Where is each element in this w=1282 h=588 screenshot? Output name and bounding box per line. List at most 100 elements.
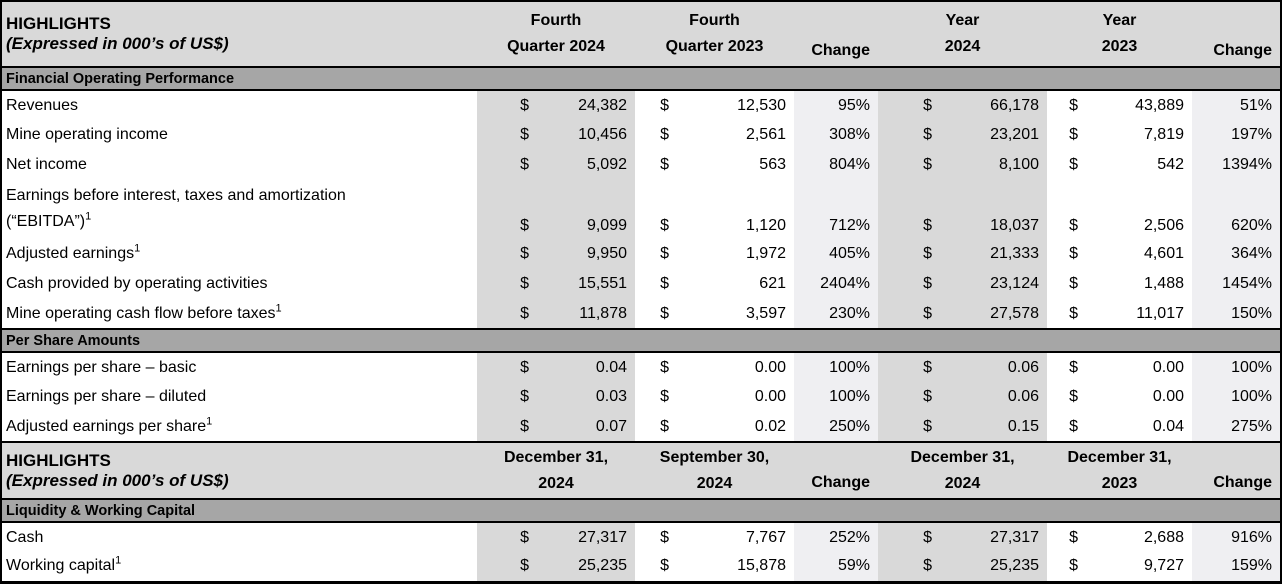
dollar-sign: $ xyxy=(477,552,543,582)
value-cell: 12,530 xyxy=(683,90,794,120)
dollar-sign: $ xyxy=(635,239,683,269)
value-cell: 23,124 xyxy=(946,269,1047,299)
dollar-sign: $ xyxy=(1047,522,1092,552)
column-header: Fourth Quarter 2023 xyxy=(635,1,794,68)
value-cell: 43,889 xyxy=(1092,90,1192,120)
dollar-sign: $ xyxy=(477,412,543,442)
column-header-line: Fourth xyxy=(689,12,740,29)
table-row: Net income $5,092 $563 804% $8,100 $542 1394% xyxy=(1,150,1281,180)
dollar-sign: $ xyxy=(878,552,946,582)
change-cell: 51% xyxy=(1192,90,1281,120)
value-cell: 3,597 xyxy=(683,299,794,329)
column-header-line: 2024 xyxy=(944,474,981,492)
column-header-line: 2024 xyxy=(944,38,981,55)
table2-header-row: HIGHLIGHTS (Expressed in 000’s of US$) Dec… xyxy=(1,441,1281,500)
value-cell: 9,727 xyxy=(1092,552,1192,582)
change-cell: 230% xyxy=(794,299,878,329)
dollar-sign: $ xyxy=(477,150,543,180)
dollar-sign: $ xyxy=(1047,552,1092,582)
change-cell: 1454% xyxy=(1192,269,1281,299)
value-cell: 0.06 xyxy=(946,352,1047,382)
column-header: Year 2024 xyxy=(878,1,1047,68)
row-label: Adjusted earnings1 xyxy=(6,242,141,262)
row-label: Earnings before interest, taxes and amor… xyxy=(1,180,477,239)
change-cell: 250% xyxy=(794,412,878,442)
dollar-sign: $ xyxy=(878,382,946,412)
dollar-sign: $ xyxy=(1047,180,1092,239)
dollar-sign: $ xyxy=(635,269,683,299)
change-cell: 95% xyxy=(794,90,878,120)
value-cell: 27,317 xyxy=(543,522,635,552)
change-cell: 275% xyxy=(1192,412,1281,442)
change-cell: 2404% xyxy=(794,269,878,299)
table-title-line2: (Expressed in 000’s of US$) xyxy=(6,34,229,53)
change-cell: 100% xyxy=(794,382,878,412)
dollar-sign: $ xyxy=(635,522,683,552)
change-cell: 308% xyxy=(794,120,878,150)
dollar-sign: $ xyxy=(1047,269,1092,299)
dollar-sign: $ xyxy=(635,382,683,412)
column-header-line: December 31, xyxy=(910,448,1015,466)
dollar-sign: $ xyxy=(477,180,543,239)
value-cell: 25,235 xyxy=(946,552,1047,582)
column-header-line: Quarter 2024 xyxy=(507,38,605,55)
table1-header-row: HIGHLIGHTS (Expressed in 000’s of US$) Fou… xyxy=(1,1,1281,68)
dollar-sign: $ xyxy=(477,522,543,552)
value-cell: 24,382 xyxy=(543,90,635,120)
row-label: Earnings per share – diluted xyxy=(6,388,207,405)
change-cell: 712% xyxy=(794,180,878,239)
value-cell: 0.06 xyxy=(946,382,1047,412)
value-cell: 0.00 xyxy=(683,382,794,412)
value-cell: 66,178 xyxy=(946,90,1047,120)
section-header-row: Liquidity & Working Capital xyxy=(1,498,1281,523)
change-cell: 59% xyxy=(794,552,878,582)
column-header-line: Year xyxy=(945,12,980,29)
table-title: HIGHLIGHTS (Expressed in 000’s of US$) xyxy=(1,441,477,500)
value-cell: 563 xyxy=(683,150,794,180)
value-cell: 542 xyxy=(1092,150,1192,180)
value-cell: 0.07 xyxy=(543,412,635,442)
change-cell: 620% xyxy=(1192,180,1281,239)
value-cell: 10,456 xyxy=(543,120,635,150)
table-row: Cash $27,317 $7,767 252% $27,317 $2,688 916% xyxy=(1,522,1281,552)
dollar-sign: $ xyxy=(1047,120,1092,150)
change-cell: 150% xyxy=(1192,299,1281,329)
dollar-sign: $ xyxy=(477,299,543,329)
value-cell: 0.00 xyxy=(683,352,794,382)
value-cell: 23,201 xyxy=(946,120,1047,150)
value-cell: 4,601 xyxy=(1092,239,1192,269)
row-label: Mine operating cash flow before taxes1 xyxy=(6,302,282,322)
column-header-line: 2023 xyxy=(1101,38,1138,55)
change-cell: 197% xyxy=(1192,120,1281,150)
row-label: Revenues xyxy=(6,96,79,114)
dollar-sign: $ xyxy=(477,239,543,269)
table-row: Mine operating income $10,456 $2,561 308% $2… xyxy=(1,120,1281,150)
value-cell: 9,950 xyxy=(543,239,635,269)
dollar-sign: $ xyxy=(878,90,946,120)
dollar-sign: $ xyxy=(878,239,946,269)
row-label: Net income xyxy=(6,156,87,173)
column-header-line: Fourth xyxy=(530,12,582,29)
value-cell: 15,878 xyxy=(683,552,794,582)
value-cell: 27,578 xyxy=(946,299,1047,329)
row-label: Cash provided by operating activities xyxy=(6,275,268,292)
section-header: Liquidity & Working Capital xyxy=(1,498,1281,523)
row-label: Earnings per share – basic xyxy=(6,358,197,376)
section-header-row: Financial Operating Performance xyxy=(1,66,1281,91)
dollar-sign: $ xyxy=(635,299,683,329)
footnote-ref: 1 xyxy=(115,554,122,567)
change-cell: 364% xyxy=(1192,239,1281,269)
dollar-sign: $ xyxy=(477,352,543,382)
footnote-ref: 1 xyxy=(85,210,92,223)
dollar-sign: $ xyxy=(1047,352,1092,382)
value-cell: 1,488 xyxy=(1092,269,1192,299)
column-header: Fourth Quarter 2024 xyxy=(477,1,635,68)
row-label-line2: (“EBITDA”)1 xyxy=(6,210,92,230)
column-header-line: Quarter 2023 xyxy=(665,38,764,55)
dollar-sign: $ xyxy=(878,412,946,442)
value-cell: 8,100 xyxy=(946,150,1047,180)
value-cell: 0.04 xyxy=(543,352,635,382)
dollar-sign: $ xyxy=(1047,150,1092,180)
column-header-line: December 31, xyxy=(503,448,609,466)
